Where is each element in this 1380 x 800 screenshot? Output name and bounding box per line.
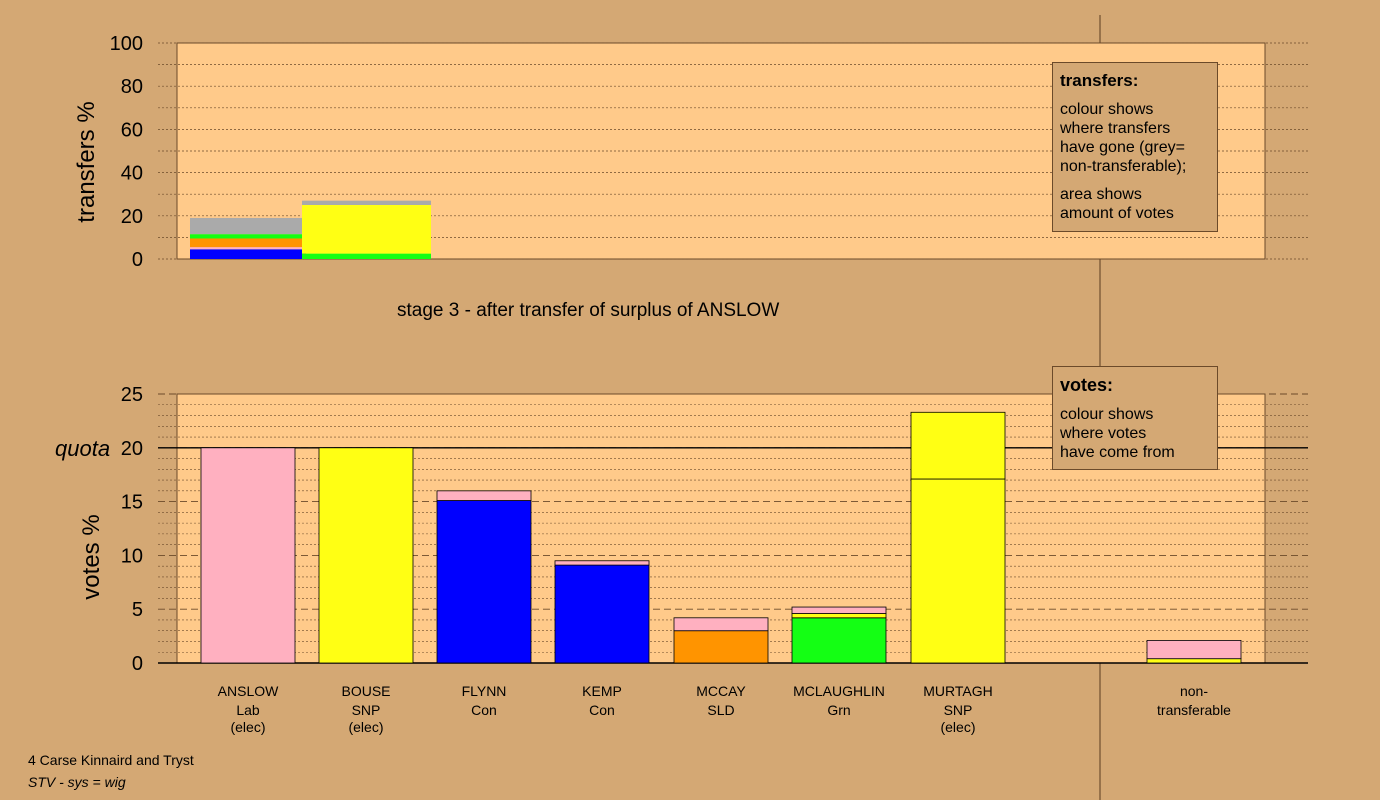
transfers-legend-line: area shows [1060, 186, 1142, 203]
transfer-bar-segment [302, 205, 431, 254]
votes-y-tick-label: 20 [121, 438, 143, 460]
candidate-name-label: ANSLOW [218, 683, 279, 699]
votes-y-tick-label: 10 [121, 545, 143, 567]
transfers-legend-line: where transfers [1060, 120, 1171, 137]
votes-y-tick-label: 0 [132, 653, 143, 675]
transfers-legend-line: have gone (grey= [1060, 139, 1185, 156]
transfers-y-tick-label: 0 [132, 249, 143, 271]
candidate-name-label: MURTAGH [923, 683, 992, 699]
candidate-status-label: (elec) [940, 719, 975, 735]
vote-bar-segment [436, 490, 532, 501]
nontransferable-bar-segment [1146, 640, 1242, 660]
transfer-bar-segment [302, 253, 431, 259]
vote-bar-segment [554, 564, 650, 664]
candidate-name-label: KEMP [582, 683, 622, 699]
vote-bar-segment [673, 617, 769, 632]
vote-bar-segment [436, 500, 532, 664]
candidate-status-label: (elec) [348, 719, 383, 735]
transfers-y-tick-label: 80 [121, 76, 143, 98]
nontransferable-bar-segment [1146, 658, 1242, 664]
votes-legend-heading: votes: [1060, 375, 1114, 395]
votes-y-tick-label: 15 [121, 492, 143, 514]
transfers-legend-heading: transfers: [1060, 71, 1139, 90]
vote-bar-segment [791, 613, 887, 619]
votes-legend-box: votes: colour shows where votes have com… [1052, 366, 1218, 470]
transfers-y-tick-label: 40 [121, 163, 143, 185]
nontransferable-label: transferable [1157, 702, 1231, 718]
vote-bar-segment [791, 606, 887, 614]
quota-label: quota [55, 436, 110, 461]
vote-bar-segment [200, 447, 296, 664]
vote-bar-segment [673, 630, 769, 664]
stage-title: stage 3 - after transfer of surplus of A… [397, 300, 780, 321]
vote-bar-segment [791, 617, 887, 664]
votes-legend-line: have come from [1060, 444, 1175, 461]
votes-legend-line: colour shows [1060, 406, 1154, 423]
transfers-legend-line: amount of votes [1060, 205, 1174, 222]
transfers-y-axis-label: transfers % [73, 101, 100, 222]
vote-bar-segment [910, 411, 1006, 480]
votes-y-tick-label: 5 [132, 599, 143, 621]
transfer-bar-segment [190, 247, 306, 250]
transfers-y-tick-label: 100 [110, 33, 143, 55]
candidate-name-label: BOUSE [341, 683, 390, 699]
candidate-party-label: Con [471, 702, 497, 718]
transfer-bar-segment [190, 217, 306, 235]
votes-y-axis-label: votes % [78, 514, 105, 599]
candidate-party-label: SNP [352, 702, 381, 718]
votes-y-tick-label: 25 [121, 384, 143, 406]
vote-bar-segment [554, 560, 650, 566]
candidate-party-label: Grn [827, 702, 850, 718]
nontransferable-label: non- [1180, 683, 1208, 699]
transfers-y-tick-label: 60 [121, 119, 143, 141]
transfer-bar-segment [190, 234, 306, 239]
footer-constituency: 4 Carse Kinnaird and Tryst [28, 752, 194, 768]
candidate-party-label: Lab [236, 702, 260, 718]
candidate-party-label: Con [589, 702, 615, 718]
candidate-name-label: FLYNN [462, 683, 507, 699]
vote-bar-segment [910, 478, 1006, 664]
transfers-y-tick-label: 20 [121, 206, 143, 228]
candidate-party-label: SLD [707, 702, 734, 718]
transfer-bar-segment [190, 238, 306, 248]
footer-system: STV - sys = wig [28, 774, 126, 790]
transfer-bar-segment [190, 249, 306, 259]
transfers-legend-line: colour shows [1060, 101, 1154, 118]
candidate-status-label: (elec) [230, 719, 265, 735]
transfers-legend-line: non-transferable); [1060, 158, 1187, 175]
candidate-name-label: MCLAUGHLIN [793, 683, 885, 699]
votes-legend-line: where votes [1060, 425, 1147, 442]
candidate-name-label: MCCAY [696, 683, 746, 699]
transfers-legend-box: transfers: colour shows where transfers … [1052, 62, 1218, 232]
vote-bar-segment [318, 447, 414, 664]
candidate-party-label: SNP [944, 702, 973, 718]
transfer-bar-segment [302, 200, 431, 205]
